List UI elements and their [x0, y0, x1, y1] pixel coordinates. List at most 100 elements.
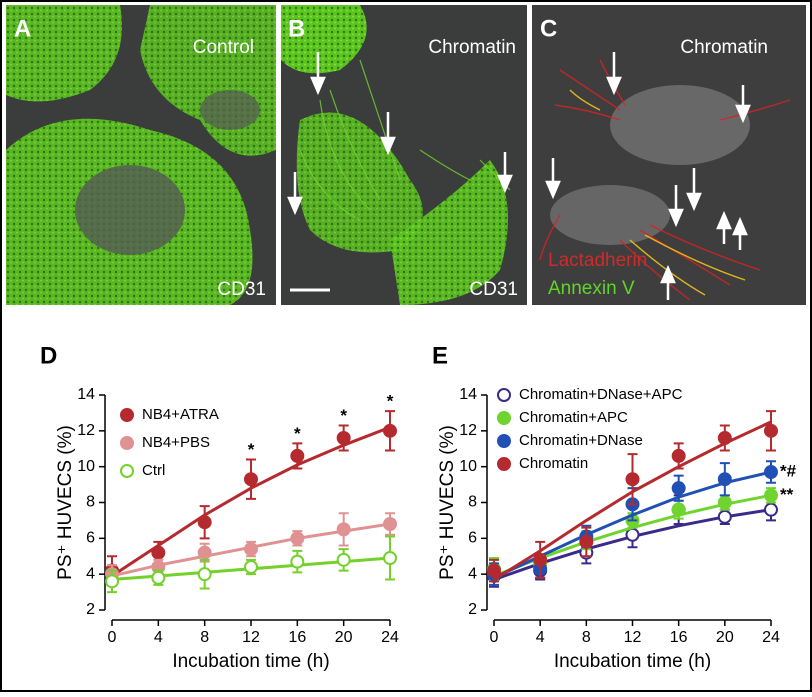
x-tick-label: 16	[288, 629, 306, 646]
panel-letter: D	[40, 342, 57, 369]
x-tick-label: 12	[242, 629, 260, 646]
annotation: *	[248, 440, 255, 459]
x-tick-label: 4	[154, 629, 163, 646]
panel-letter: C	[540, 15, 557, 42]
y-axis-title: PS⁺ HUVECS (%)	[437, 425, 458, 580]
data-point	[764, 465, 778, 480]
y-axis-title: PS⁺ HUVECS (%)	[55, 425, 76, 580]
data-point	[671, 448, 686, 463]
data-point	[290, 554, 305, 569]
y-tick-label: 2	[86, 601, 95, 618]
data-point	[579, 534, 594, 549]
y-tick-label: 4	[86, 565, 95, 582]
legend-label: NB4+PBS	[142, 434, 210, 451]
data-point	[290, 448, 305, 463]
arrows	[287, 52, 513, 216]
x-tick-label: 0	[108, 629, 117, 646]
legend-label: Chromatin	[519, 455, 588, 472]
annotation: *#	[780, 462, 797, 481]
data-point	[383, 517, 397, 531]
data-point	[717, 495, 732, 510]
data-point	[244, 542, 258, 557]
legend-label: Ctrl	[142, 462, 165, 479]
legend-label: Chromatin+DNase+APC	[519, 386, 683, 403]
panel-letter: E	[432, 342, 448, 369]
x-tick-label: 4	[536, 629, 545, 646]
y-tick-label: 2	[468, 601, 477, 618]
y-tick-label: 10	[77, 458, 95, 475]
data-point	[533, 552, 548, 567]
data-point	[625, 527, 640, 542]
legend-label: Chromatin+APC	[519, 409, 628, 426]
data-point	[764, 423, 778, 438]
x-tick-label: 12	[624, 629, 642, 646]
data-point	[625, 472, 640, 487]
y-tick-label: 8	[86, 494, 95, 511]
image-stain: Annexin V	[548, 278, 635, 299]
annotation: *	[294, 424, 301, 443]
y-tick-label: 8	[468, 494, 477, 511]
x-tick-label: 20	[716, 629, 734, 646]
x-tick-label: 8	[200, 629, 209, 646]
data-point	[197, 567, 212, 582]
x-tick-label: 24	[381, 629, 399, 646]
y-tick-label: 6	[86, 530, 95, 547]
data-point	[197, 545, 212, 560]
data-point	[671, 502, 686, 517]
image-stain: Lactadherin	[548, 250, 647, 271]
data-point	[336, 552, 351, 567]
image-label: Control	[193, 37, 254, 58]
data-point	[151, 545, 166, 560]
x-tick-label: 16	[670, 629, 688, 646]
data-point	[151, 570, 166, 585]
x-axis-title: Incubation time (h)	[554, 651, 711, 672]
data-point	[383, 551, 397, 566]
legend-label: Chromatin+DNase	[519, 432, 643, 449]
legend-marker	[497, 457, 511, 471]
y-tick-label: 12	[77, 422, 95, 439]
data-point	[105, 574, 119, 589]
legend-marker	[120, 464, 134, 478]
image-panel-a: A Control CD31	[6, 5, 276, 305]
x-tick-label: 0	[490, 629, 499, 646]
image-label: Chromatin	[428, 37, 516, 58]
image-stain: CD31	[469, 279, 518, 300]
legend-marker	[497, 434, 511, 448]
y-tick-label: 6	[468, 530, 477, 547]
legend-marker	[120, 436, 134, 450]
data-point	[717, 472, 732, 487]
data-point	[764, 502, 778, 517]
annotation: **	[780, 485, 794, 504]
data-point	[290, 531, 305, 546]
y-tick-label: 14	[459, 386, 477, 403]
legend-label: NB4+ATRA	[142, 406, 219, 423]
panel-letter: A	[14, 15, 31, 42]
x-tick-label: 8	[582, 629, 591, 646]
data-point	[244, 560, 258, 574]
image-label: Chromatin	[680, 37, 768, 58]
x-tick-label: 24	[762, 629, 780, 646]
legend-marker	[497, 411, 511, 425]
data-point	[336, 431, 351, 445]
panel-letter: B	[288, 15, 305, 42]
legend-marker	[120, 408, 134, 422]
y-tick-label: 4	[468, 565, 477, 582]
data-point	[717, 431, 732, 445]
data-point	[764, 488, 778, 503]
legend-marker	[497, 388, 511, 402]
image-stain: CD31	[217, 279, 266, 300]
data-point	[671, 481, 686, 496]
data-point	[487, 563, 501, 578]
data-point	[336, 522, 351, 537]
annotation: *	[340, 406, 347, 425]
image-panel-b: B Chromatin CD31	[281, 5, 527, 305]
annotation: *	[387, 392, 394, 411]
image-panel-c: C Chromatin Lactadherin Annexin V	[532, 5, 806, 305]
data-point	[383, 423, 397, 438]
y-tick-label: 14	[77, 386, 95, 403]
arrows	[545, 52, 751, 300]
x-tick-label: 20	[335, 629, 353, 646]
data-point	[244, 472, 258, 487]
y-tick-label: 10	[459, 458, 477, 475]
